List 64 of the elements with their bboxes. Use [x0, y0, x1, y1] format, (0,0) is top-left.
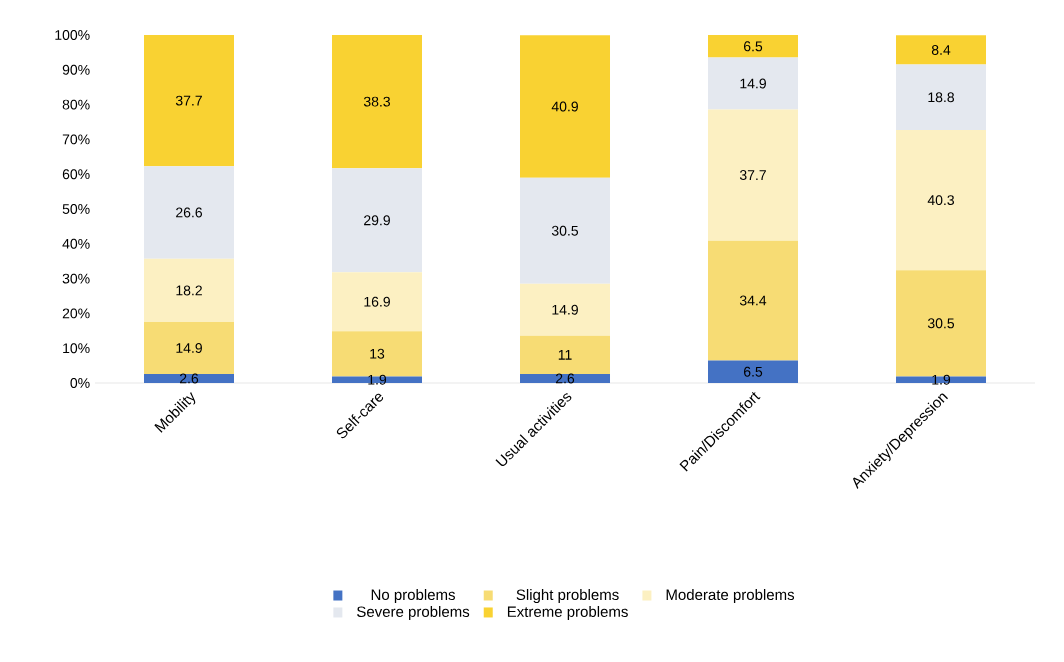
bar [144, 258, 234, 323]
y-tick-label: 20% [62, 308, 90, 319]
legend-label: No problems [371, 589, 455, 604]
bar [896, 130, 987, 271]
data-label: 6.5 [743, 41, 763, 52]
data-label: 30.5 [927, 318, 955, 329]
data-label: 18.2 [176, 285, 202, 296]
y-tick-label: 50% [62, 204, 90, 214]
data-label: 2.6 [179, 373, 199, 384]
y-tick-label: 40% [62, 238, 90, 249]
data-label: 38.3 [363, 96, 391, 107]
bar [896, 35, 987, 65]
bar [708, 35, 798, 58]
y-tick-label: 0% [70, 378, 90, 388]
data-label: 11 [558, 350, 572, 360]
y-tick-label: 10% [63, 343, 90, 354]
data-label: 34.4 [739, 295, 767, 306]
bar [520, 177, 610, 284]
y-tick-label: 80% [62, 99, 90, 110]
legend-label: Severe problems [357, 605, 470, 620]
bar [144, 166, 234, 259]
bar [896, 64, 987, 130]
data-label: 16.9 [364, 296, 390, 307]
bar [144, 35, 234, 167]
y-tick-label: 100% [55, 30, 90, 40]
bar [520, 35, 610, 178]
data-label: 40.9 [551, 101, 578, 112]
y-tick-label: 30% [62, 273, 90, 284]
data-label: 40.3 [927, 195, 955, 206]
data-label: 1.9 [932, 374, 951, 385]
y-tick-label: 70% [62, 134, 90, 145]
data-label: 13 [370, 348, 385, 359]
data-label: 6.5 [743, 366, 763, 377]
y-tick-label: 90% [62, 64, 90, 75]
legend-label: Moderate problems [666, 589, 795, 604]
data-label: 14.9 [176, 343, 202, 353]
bar [332, 35, 422, 169]
data-label: 29.9 [364, 215, 390, 226]
data-label: 26.6 [176, 207, 203, 218]
legend-label: Extreme problems [507, 605, 628, 620]
bar [708, 57, 798, 110]
bar [332, 168, 422, 273]
bar [520, 373, 610, 383]
data-label: 1.9 [368, 374, 387, 385]
data-label: 30.5 [551, 225, 579, 236]
data-label: 14.9 [552, 304, 578, 315]
bar [332, 376, 422, 383]
bar [520, 283, 610, 336]
data-label: 37.7 [739, 170, 766, 181]
bar [332, 272, 422, 332]
bar [708, 360, 798, 383]
bar [896, 376, 987, 383]
data-label: 14.9 [740, 78, 766, 89]
bar [708, 240, 798, 361]
y-tick-label: 60% [62, 169, 90, 180]
legend-label: Slight problems [516, 589, 619, 604]
bar [708, 109, 798, 241]
data-label: 18.8 [928, 92, 955, 103]
data-label: 37.7 [175, 95, 202, 106]
bar [144, 322, 234, 374]
bar [520, 335, 610, 374]
data-label: 8.4 [931, 45, 951, 55]
bar [144, 373, 234, 383]
data-label: 2.6 [555, 373, 575, 384]
